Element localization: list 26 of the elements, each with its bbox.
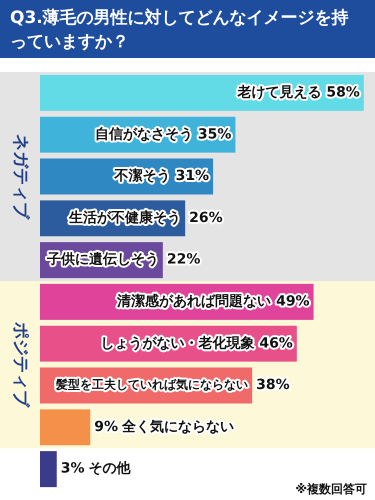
data-label: 26% <box>189 210 223 226</box>
y-tick-label: 自信がなさそう <box>95 126 194 142</box>
data-label: 46% <box>259 335 293 352</box>
y-tick-label: 生活が不健康そう <box>68 208 182 226</box>
band-label: ポジティブ <box>10 321 31 408</box>
y-tick-label: 老けて見える <box>236 84 322 101</box>
data-label: 58% <box>326 84 360 101</box>
band-label: ネガティブ <box>10 134 31 220</box>
bar <box>40 409 90 446</box>
y-tick-label: 子供に遺伝しそう <box>46 252 159 268</box>
data-label: 35% <box>198 126 232 142</box>
annotation: ※複数回答可 <box>295 482 367 496</box>
y-tick-label: しょうがない・老化現象 <box>100 335 254 352</box>
bar <box>40 451 57 488</box>
y-tick-label: 不潔そう <box>114 168 171 184</box>
y-tick-label: 全く気にならない <box>121 418 234 435</box>
chart-title: Q3.薄毛の男性に対してどんなイメージを持っていますか？ <box>0 0 375 58</box>
data-label: 31% <box>176 168 210 184</box>
y-tick-label: その他 <box>88 460 132 477</box>
data-label: 49% <box>276 294 310 310</box>
data-label: 9% <box>94 418 118 435</box>
data-label: 3% <box>60 460 85 477</box>
data-label: 38% <box>256 377 290 394</box>
y-tick-label: 髪型を工夫していれば気にならない <box>55 378 248 392</box>
data-label: 22% <box>166 252 200 268</box>
y-tick-label: 清潔感があれば問題ない <box>116 294 272 310</box>
